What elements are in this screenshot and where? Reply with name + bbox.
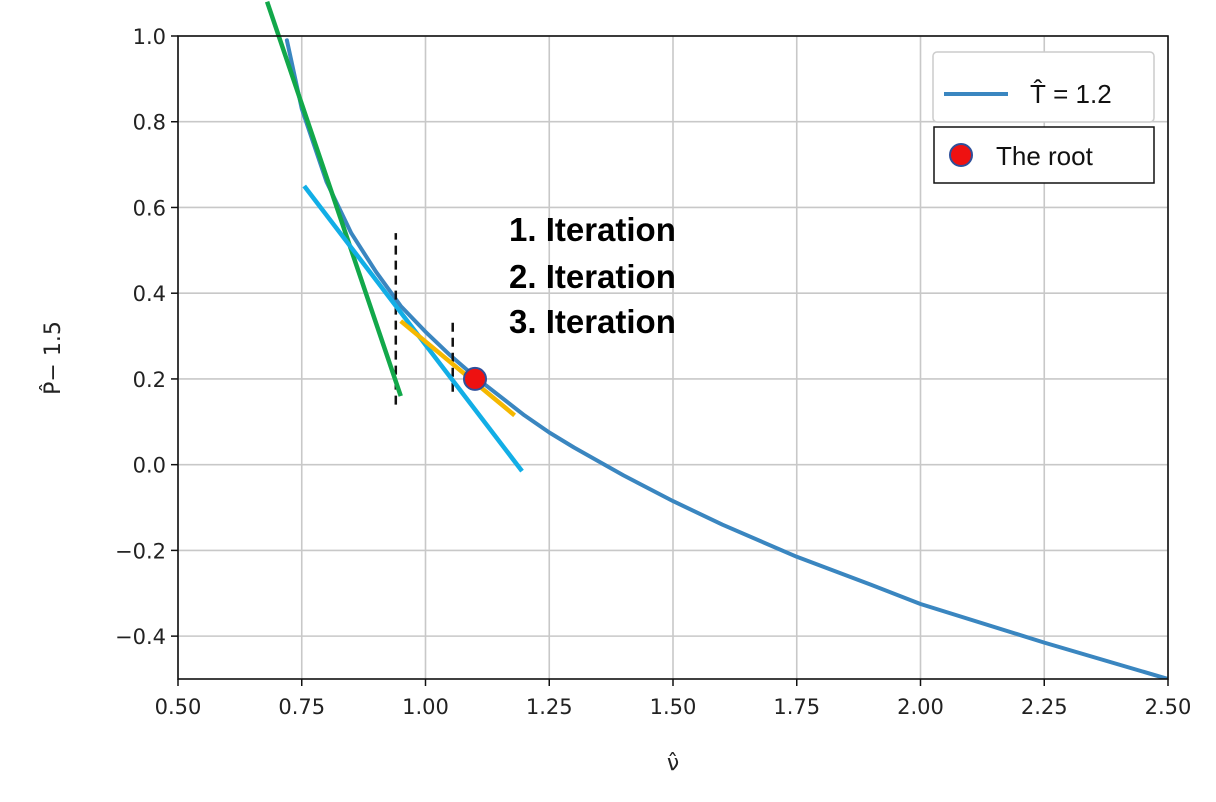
tangent-line-1 — [264, 0, 403, 397]
x-tick-label: 2.50 — [1145, 695, 1192, 719]
y-tick-label: 0.0 — [133, 454, 166, 478]
x-tick-label: 2.00 — [897, 695, 944, 719]
annotation-iteration-2: 2. Iteration — [509, 258, 676, 295]
x-tick-label: 1.75 — [773, 695, 820, 719]
root-legend-label: The root — [996, 141, 1094, 171]
plot-frame — [177, 35, 1169, 680]
legend-label-series: T̂ = 1.2 — [1030, 79, 1112, 109]
annotation-iteration-1: 1. Iteration — [509, 211, 676, 248]
axis-ticks: 0.50 0.75 1.00 1.25 1.50 1.75 2.00 2.25 2.50 −0.4… — [115, 25, 1191, 719]
y-tick-label: 0.6 — [133, 196, 166, 220]
x-axis-label: ν̂ — [667, 751, 679, 776]
y-tick-label: 0.2 — [133, 368, 166, 392]
root-legend-marker — [949, 143, 973, 167]
annotations-layer — [264, 0, 524, 473]
y-axis-label: P̂− 1.5 — [40, 321, 66, 395]
tangent-line-3 — [399, 319, 517, 418]
y-tick-label: −0.2 — [115, 539, 166, 563]
annotation-iteration-3: 3. Iteration — [509, 303, 676, 340]
legend-box — [932, 51, 1155, 123]
x-tick-label: 1.50 — [650, 695, 697, 719]
root-marker — [463, 366, 487, 391]
x-tick-label: 0.75 — [278, 695, 325, 719]
y-tick-label: −0.4 — [115, 625, 166, 649]
plot-area — [284, 38, 1168, 679]
y-tick-label: 1.0 — [133, 25, 166, 49]
legend: T̂ = 1.2 The root — [932, 51, 1155, 184]
x-tick-label: 1.25 — [526, 695, 573, 719]
y-tick-label: 0.4 — [133, 282, 166, 306]
y-tick-label: 0.8 — [133, 111, 166, 135]
series-line — [284, 38, 1168, 679]
x-tick-label: 0.50 — [155, 695, 202, 719]
x-tick-label: 2.25 — [1021, 695, 1068, 719]
x-tick-label: 1.00 — [402, 695, 449, 719]
